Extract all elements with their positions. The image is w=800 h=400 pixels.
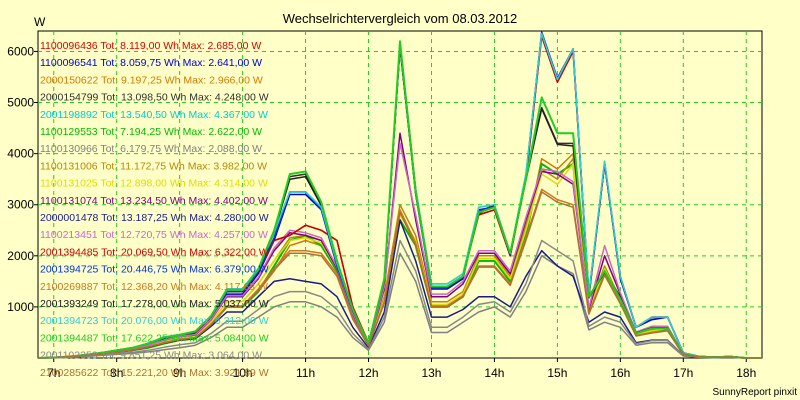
x-tick-label: 16h <box>610 366 630 380</box>
legend-entry-2001393249: 2001393249 Tot: 17.278,00 Wh Max: 5.037,… <box>40 298 269 310</box>
legend-entry-2100269887: 2100269887 Tot: 12.368,20 Wh Max: 4.117,… <box>40 281 268 293</box>
legend-entry-1100131074: 1100131074 Tot: 13.234,50 Wh Max: 4.402,… <box>40 195 268 207</box>
legend-entry-2100285622: 2100285622 Tot: 15.221,20 Wh Max: 3.921,… <box>40 367 269 379</box>
x-tick-label: 7h <box>47 366 60 380</box>
y-tick-label: 4000 <box>7 147 34 161</box>
y-tick-label: 2000 <box>7 249 34 263</box>
x-tick-label: 9h <box>173 366 186 380</box>
legend-entry-1100129553: 1100129553 Tot: 7.194,25 Wh Max: 2.622,0… <box>40 126 262 138</box>
x-tick-label: 17h <box>673 366 693 380</box>
x-tick-label: 11h <box>296 366 315 380</box>
series-line-2100285622 <box>37 191 762 359</box>
chart-title: Wechselrichtervergleich vom 08.03.2012 <box>283 11 518 26</box>
footer-credit: SunnyReport pinxit <box>713 387 798 398</box>
series-line-2001394487 <box>37 40 762 359</box>
legend-entry-1100096436: 1100096436 Tot: 8.119,00 Wh Max: 2.685,0… <box>40 40 261 52</box>
legend-entry-1100130966: 1100130966 Tot: 6.179,75 Wh Max: 2.088,0… <box>40 143 262 155</box>
legend-entry-2001102358: 2001102358 Tot: 9.851,25 Wh Max: 3.064,0… <box>40 350 262 362</box>
x-tick-label: 13h <box>421 366 441 380</box>
legend-entry-2000001478: 2000001478 Tot: 13.187,25 Wh Max: 4.280,… <box>40 212 269 224</box>
legend-entry-2001198892: 2001198892 Tot: 13.540,50 Wh Max: 4.367,… <box>40 109 268 121</box>
y-tick-label: 6000 <box>7 44 34 58</box>
legend-entry-1100213451: 1100213451 Tot: 12.720,75 Wh Max: 4.257,… <box>40 229 268 241</box>
legend-entry-2000154799: 2000154799 Tot: 13.098,50 Wh Max: 4.248,… <box>40 92 269 104</box>
plot-area: 1000 2000 3000 4000 5000 6000 7h 8h 9h 10h 11h 12h 1… <box>7 30 763 380</box>
x-tick-label: 18h <box>736 366 756 380</box>
y-tick-label: 1000 <box>7 300 34 314</box>
series-line-1100130966 <box>37 252 762 359</box>
legend-entry-2001394725: 2001394725 Tot: 20.446,75 Wh Max: 6.379,… <box>40 264 269 276</box>
legend-entry-2001394485: 2001394485 Tot: 20.069,50 Wh Max: 6.322,… <box>40 246 269 258</box>
x-tick-label: 12h <box>359 366 379 380</box>
series-line-2001102358 <box>37 239 762 359</box>
legend-entry-1100131025: 1100131025 Tot: 12.898,00 Wh Max: 4.314,… <box>40 178 268 190</box>
x-tick-label: 14h <box>484 366 504 380</box>
legend-entry-2000150622: 2000150622 Tot: 9.197,25 Wh Max: 2.966,0… <box>40 74 263 86</box>
x-tick-label: 10h <box>233 366 253 380</box>
x-tick-label: 15h <box>547 366 567 380</box>
x-tick-label: 8h <box>110 366 123 380</box>
y-axis-label: W <box>34 15 46 29</box>
y-tick-label: 5000 <box>7 96 34 110</box>
legend-entry-1100096541: 1100096541 Tot: 8.059,75 Wh Max: 2.641,0… <box>40 57 262 69</box>
plot-frame <box>37 30 763 359</box>
legend-entry-2001394487: 2001394487 Tot: 17.622,25 Wh Max: 5.084,… <box>40 332 269 344</box>
series-line-1100213451 <box>37 142 762 359</box>
legend-entry-1100131006: 1100131006 Tot: 11.172,75 Wh Max: 3.982,… <box>40 160 267 172</box>
legend-entry-2001394723: 2001394723 Tot: 20.076,00 Wh Max: 6.312,… <box>40 315 269 327</box>
y-tick-label: 3000 <box>7 198 34 212</box>
